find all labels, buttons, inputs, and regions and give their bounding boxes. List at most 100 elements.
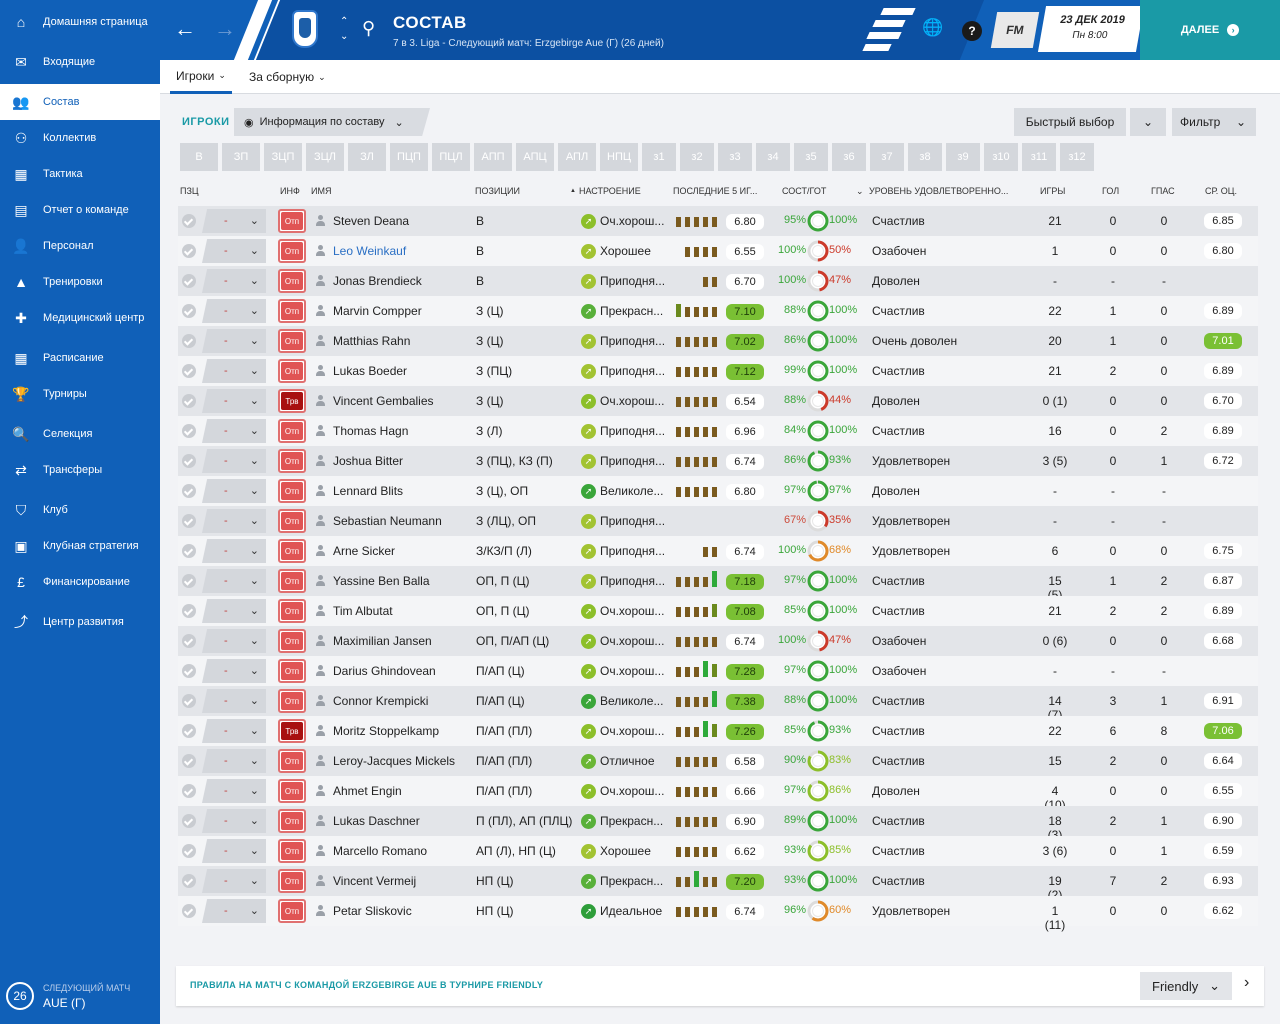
sidebar-item-development[interactable]: ⤴ Центр развития: [0, 604, 160, 640]
col-header-form[interactable]: ПОСЛЕДНИЕ 5 ИГ...: [673, 186, 758, 196]
player-name[interactable]: Matthias Rahn: [333, 334, 411, 348]
pick-player-checkbox[interactable]: [182, 574, 196, 588]
position-button[interactable]: АПП: [474, 143, 512, 171]
info-badge[interactable]: Отп: [278, 329, 306, 353]
pick-player-checkbox[interactable]: [182, 364, 196, 378]
selection-dropdown[interactable]: - ⌄: [202, 299, 266, 323]
tab-national[interactable]: За сборную ⌄: [243, 60, 332, 94]
pick-player-checkbox[interactable]: [182, 424, 196, 438]
sidebar-item-tactics[interactable]: ▦ Тактика: [0, 156, 160, 192]
sidebar-item-inbox[interactable]: ✉ Входящие: [0, 44, 160, 80]
selection-dropdown[interactable]: - ⌄: [202, 419, 266, 443]
info-badge[interactable]: Отп: [278, 239, 306, 263]
player-name[interactable]: Ahmet Engin: [333, 784, 402, 798]
player-name[interactable]: Maximilian Jansen: [333, 634, 432, 648]
info-badge[interactable]: Отп: [278, 299, 306, 323]
position-button[interactable]: з8: [908, 143, 942, 171]
table-row[interactable]: - ⌄ Отп Matthias Rahn З (Ц) ➚ Приподня... 7.02 8…: [178, 326, 1258, 356]
info-badge[interactable]: Отп: [278, 779, 306, 803]
selection-dropdown[interactable]: - ⌄: [202, 449, 266, 473]
position-button[interactable]: з12: [1060, 143, 1094, 171]
table-row[interactable]: - ⌄ Отп Connor Krempicki П/АП (Ц) ➚ Великоле..…: [178, 686, 1258, 722]
selection-dropdown[interactable]: - ⌄: [202, 809, 266, 833]
col-header-inf[interactable]: ИНФ: [280, 186, 300, 196]
sidebar-item-medical[interactable]: ✚ Медицинский центр: [0, 300, 160, 336]
sidebar-item-home[interactable]: ⌂ Домашняя страница: [0, 4, 160, 40]
player-name[interactable]: Vincent Vermeij: [333, 874, 417, 888]
table-row[interactable]: - ⌄ Отп Darius Ghindovean П/АП (Ц) ➚ Оч.хорош.…: [178, 656, 1258, 686]
sidebar-item-search[interactable]: 🔍 Селекция: [0, 416, 160, 452]
position-button[interactable]: з2: [680, 143, 714, 171]
pick-player-checkbox[interactable]: [182, 874, 196, 888]
info-badge[interactable]: Отп: [278, 449, 306, 473]
position-button[interactable]: з3: [718, 143, 752, 171]
sidebar-item-report[interactable]: ▤ Отчет о команде: [0, 192, 160, 228]
prev-next-club-icon[interactable]: ⌃ ⌄: [340, 16, 349, 42]
player-name[interactable]: Lennard Blits: [333, 484, 404, 498]
filter-button[interactable]: Фильтр ⌄: [1172, 108, 1256, 136]
selection-dropdown[interactable]: - ⌄: [202, 659, 266, 683]
table-row[interactable]: - ⌄ Трв Vincent Gembalies З (Ц) ➚ Оч.хорош... 6…: [178, 386, 1258, 416]
position-button[interactable]: з9: [946, 143, 980, 171]
sidebar-item-club[interactable]: ⛉ Клуб: [0, 492, 160, 528]
tab-players[interactable]: Игроки ⌄: [170, 60, 232, 94]
sidebar-item-dynamics[interactable]: ⚇ Коллектив: [0, 120, 160, 156]
sidebar-item-training[interactable]: ▲ Тренировки: [0, 264, 160, 300]
position-button[interactable]: АПЦ: [516, 143, 554, 171]
info-badge[interactable]: Отп: [278, 419, 306, 443]
player-name[interactable]: Lukas Boeder: [333, 364, 408, 378]
position-button[interactable]: ЗП: [222, 143, 260, 171]
col-header-games[interactable]: ИГРЫ: [1040, 186, 1066, 196]
chevron-right-icon[interactable]: ›: [1244, 974, 1250, 991]
pick-player-checkbox[interactable]: [182, 604, 196, 618]
pick-player-checkbox[interactable]: [182, 484, 196, 498]
pick-player-checkbox[interactable]: [182, 724, 196, 738]
col-header-happiness[interactable]: УРОВЕНЬ УДОВЛЕТВОРЕННО...: [869, 186, 1009, 196]
pick-player-checkbox[interactable]: [182, 334, 196, 348]
info-badge[interactable]: Трв: [278, 719, 306, 743]
info-badge[interactable]: Отп: [278, 359, 306, 383]
pick-player-checkbox[interactable]: [182, 814, 196, 828]
col-header-condition[interactable]: СОСТ/ГОТ: [782, 186, 827, 196]
info-badge[interactable]: Отп: [278, 689, 306, 713]
pick-player-checkbox[interactable]: [182, 244, 196, 258]
pick-player-checkbox[interactable]: [182, 544, 196, 558]
table-row[interactable]: - ⌄ Отп Marvin Compper З (Ц) ➚ Прекрасн... 7.10…: [178, 296, 1258, 326]
position-button[interactable]: НПЦ: [600, 143, 638, 171]
pick-player-checkbox[interactable]: [182, 904, 196, 918]
sidebar-item-trophy[interactable]: 🏆 Турниры: [0, 376, 160, 412]
info-badge[interactable]: Отп: [278, 899, 306, 923]
search-icon[interactable]: ⚲: [362, 18, 376, 38]
col-header-goals[interactable]: ГОЛ: [1102, 186, 1120, 196]
info-badge[interactable]: Отп: [278, 809, 306, 833]
position-button[interactable]: з4: [756, 143, 790, 171]
table-row[interactable]: - ⌄ Отп Joshua Bitter З (ПЦ), КЗ (П) ➚ Приподн…: [178, 446, 1258, 476]
pick-player-checkbox[interactable]: [182, 784, 196, 798]
info-badge[interactable]: Отп: [278, 509, 306, 533]
table-row[interactable]: - ⌄ Отп Maximilian Jansen ОП, П/АП (Ц) ➚ Оч.хо…: [178, 626, 1258, 656]
view-dropdown[interactable]: ◉ Информация по составу ⌄: [234, 108, 430, 136]
pick-player-checkbox[interactable]: [182, 514, 196, 528]
info-badge[interactable]: Отп: [278, 749, 306, 773]
player-name[interactable]: Marvin Compper: [333, 304, 422, 318]
selection-dropdown[interactable]: - ⌄: [202, 719, 266, 743]
player-name[interactable]: Lukas Daschner: [333, 814, 420, 828]
sidebar-item-finance[interactable]: £ Финансирование: [0, 564, 160, 600]
position-button[interactable]: з10: [984, 143, 1018, 171]
selection-dropdown[interactable]: - ⌄: [202, 539, 266, 563]
sidebar-item-transfer[interactable]: ⇄ Трансферы: [0, 452, 160, 488]
sidebar-item-squad[interactable]: 👥 Состав: [0, 84, 160, 120]
table-row[interactable]: - ⌄ Отп Thomas Hagn З (Л) ➚ Приподня... 6.96 84%…: [178, 416, 1258, 446]
position-button[interactable]: з7: [870, 143, 904, 171]
globe-icon[interactable]: 🌐: [922, 18, 944, 37]
selection-dropdown[interactable]: - ⌄: [202, 569, 266, 593]
selection-dropdown[interactable]: - ⌄: [202, 329, 266, 353]
pick-player-checkbox[interactable]: [182, 304, 196, 318]
info-badge[interactable]: Отп: [278, 869, 306, 893]
selection-dropdown[interactable]: - ⌄: [202, 599, 266, 623]
player-name[interactable]: Marcello Romano: [333, 844, 428, 858]
player-name[interactable]: Tim Albutat: [333, 604, 393, 618]
col-header-rating[interactable]: СР. ОЦ.: [1205, 186, 1237, 196]
selection-dropdown[interactable]: - ⌄: [202, 899, 266, 923]
forward-arrow-icon[interactable]: →: [214, 16, 236, 41]
